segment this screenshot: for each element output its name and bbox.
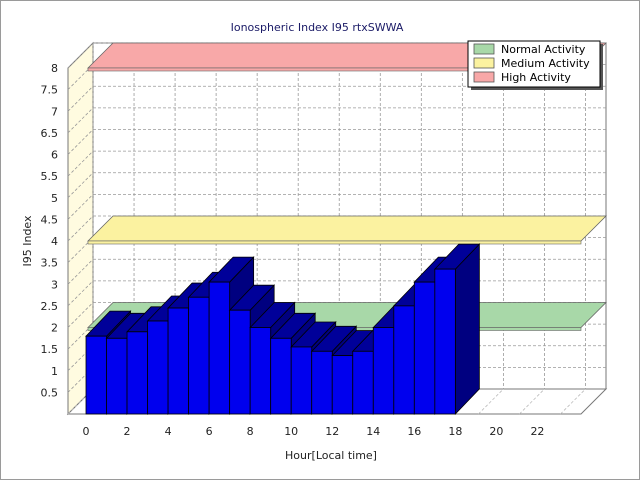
y-tick-label: 2.5 <box>41 300 59 313</box>
chart-title: Ionospheric Index I95 rtxSWWA <box>231 21 404 34</box>
y-tick-label: 0.5 <box>41 386 59 399</box>
medium-activity-band <box>87 215 607 242</box>
bar-front <box>147 320 169 415</box>
y-tick-label: 8 <box>51 62 58 75</box>
grid-diagonal <box>67 345 94 372</box>
grid-diagonal <box>67 280 94 307</box>
grid-diagonal <box>67 107 94 134</box>
y-tick-label: 7.5 <box>41 84 59 97</box>
grid-diagonal <box>67 172 94 199</box>
grid-diagonal <box>67 129 94 155</box>
x-tick-label: 4 <box>165 425 172 438</box>
floor-grid-line <box>67 388 94 415</box>
bar-side <box>454 243 480 415</box>
grid-diagonal <box>67 323 94 350</box>
chart-axes: 0.5 1 1.5 2 2.5 3 3.5 4 4.5 5 5.5 6 6.5 7 7.5 8 0 2 4 6 8 10 1… <box>41 62 545 438</box>
floor-grid-line <box>478 388 504 415</box>
bar-front <box>208 281 231 415</box>
legend-swatch <box>473 43 495 55</box>
y-tick-label: 4.5 <box>41 213 59 226</box>
bar-front <box>352 350 374 415</box>
bar-front <box>106 337 128 415</box>
y-tick-label: 7 <box>51 105 58 118</box>
y-tick-label: 5 <box>51 192 58 205</box>
x-tick-label: 16 <box>407 425 421 438</box>
y-tick-label: 3 <box>51 278 58 291</box>
y-axis-label: I95 Index <box>21 215 34 267</box>
grid-diagonal <box>67 64 94 90</box>
grid-diagonal <box>67 302 94 328</box>
y-tick-label: 1.5 <box>41 343 59 356</box>
bar-front <box>290 346 313 415</box>
bar-front <box>372 327 395 415</box>
medium-activity-band-edge <box>87 240 582 245</box>
floor-grid-line <box>560 388 586 415</box>
x-axis-label: Hour[Local time] <box>285 449 377 462</box>
bar <box>433 243 481 415</box>
bar-front <box>85 335 107 415</box>
x-tick-label: 22 <box>530 425 544 438</box>
grid-diagonal <box>67 258 94 285</box>
x-tick-label: 20 <box>489 425 503 438</box>
grid-diagonal <box>67 237 94 263</box>
bar-front <box>331 355 354 415</box>
bar-front <box>188 296 210 415</box>
grid-diagonal <box>67 367 94 393</box>
legend-swatch <box>473 71 495 83</box>
grid-diagonal <box>67 42 94 69</box>
legend-label: High Activity <box>501 71 571 84</box>
bar-front <box>167 307 190 415</box>
grid-diagonal <box>67 85 94 112</box>
legend-label: Normal Activity <box>501 43 586 56</box>
y-tick-label: 3.5 <box>41 257 59 270</box>
x-tick-label: 8 <box>247 425 254 438</box>
bar-front <box>413 281 436 415</box>
floor-grid-line <box>519 388 545 415</box>
bar-series <box>85 243 481 415</box>
bar-front <box>270 337 292 415</box>
grid-diagonal <box>67 150 94 177</box>
y-tick-label: 6.5 <box>41 127 59 140</box>
x-tick-label: 2 <box>124 425 131 438</box>
bar-front <box>434 268 456 415</box>
x-tick-label: 0 <box>83 425 90 438</box>
grid-diagonal <box>67 194 94 220</box>
legend-swatch <box>473 57 495 69</box>
y-tick-label: 2 <box>51 322 58 335</box>
bar-front <box>229 309 251 415</box>
bar-front <box>249 327 272 415</box>
grid-diagonal <box>67 215 94 242</box>
y-tick-label: 5.5 <box>41 170 59 183</box>
legend-label: Medium Activity <box>501 57 590 70</box>
x-tick-label: 14 <box>366 425 380 438</box>
y-tick-label: 6 <box>51 149 58 162</box>
x-tick-label: 12 <box>325 425 339 438</box>
y-tick-label: 4 <box>51 235 58 248</box>
y-tick-label: 1 <box>51 365 58 378</box>
x-tick-label: 10 <box>284 425 298 438</box>
x-tick-label: 18 <box>448 425 462 438</box>
bar-front <box>393 305 415 415</box>
x-tick-label: 6 <box>206 425 213 438</box>
bar-front <box>311 350 333 415</box>
bar-front <box>126 331 148 415</box>
